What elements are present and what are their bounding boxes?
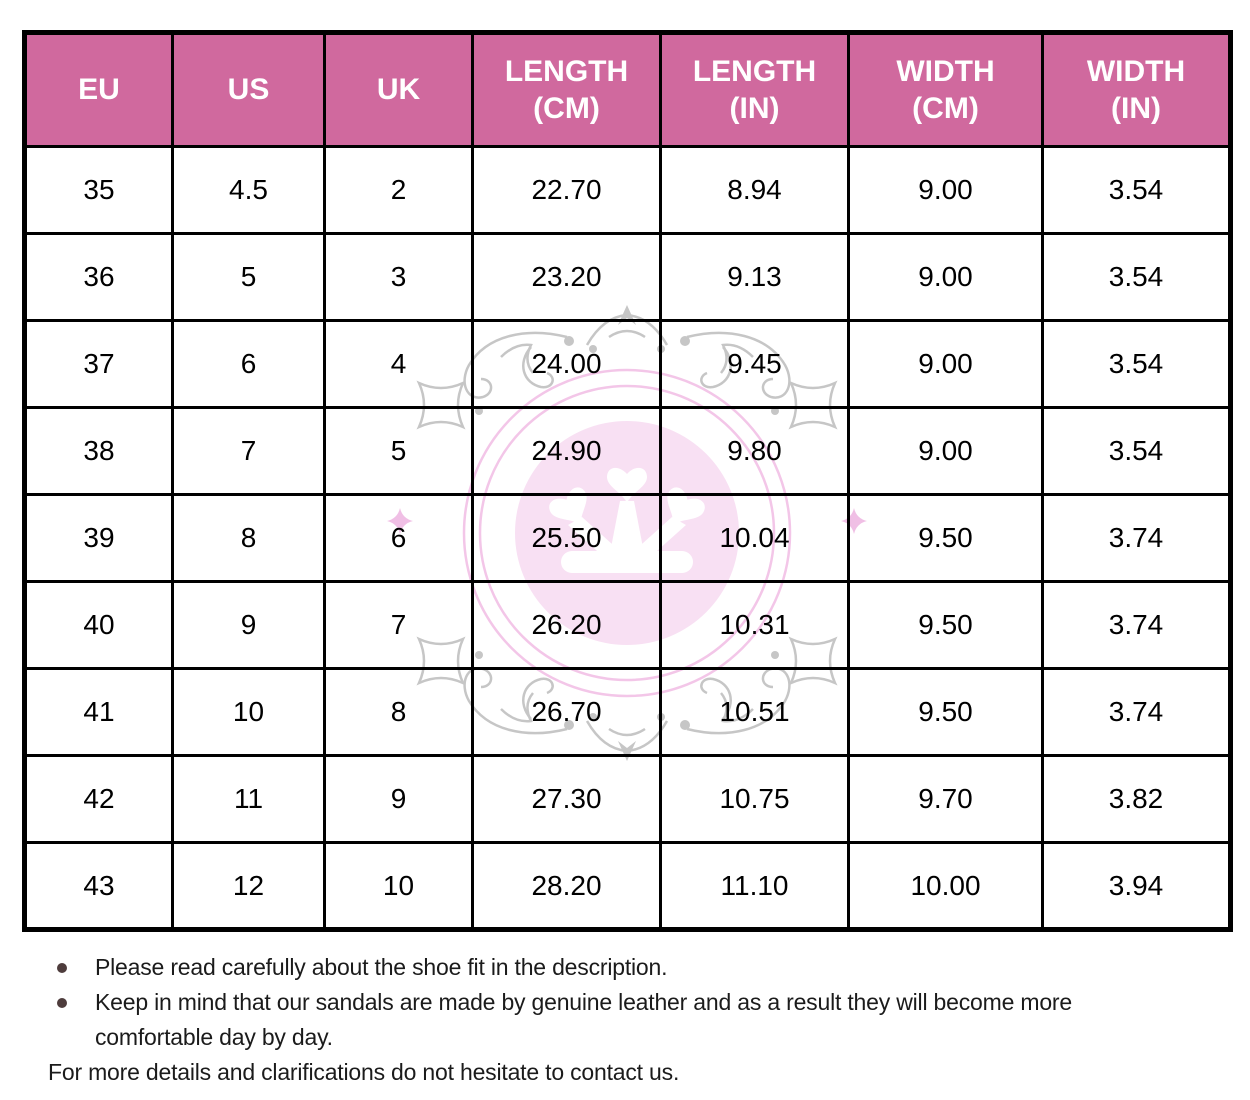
note-item: Keep in mind that our sandals are made b… — [48, 985, 1223, 1055]
cell-length-cm: 28.20 — [471, 841, 662, 931]
column-header-eu: EU — [23, 31, 174, 148]
size-chart-table: EU US UK LENGTH (CM) LENGTH (IN) WIDTH (… — [22, 30, 1233, 932]
bullet-icon — [57, 998, 67, 1008]
table-row: 38 7 5 24.90 9.80 9.00 3.54 — [23, 406, 1232, 496]
cell-us: 8 — [171, 493, 326, 583]
cell-width-cm: 9.00 — [847, 232, 1044, 322]
cell-us: 11 — [171, 754, 326, 844]
cell-width-cm: 9.00 — [847, 319, 1044, 409]
cell-uk: 2 — [323, 145, 474, 235]
cell-width-cm: 9.70 — [847, 754, 1044, 844]
note-line: Please read carefully about the shoe fit… — [95, 954, 668, 980]
cell-width-cm: 9.00 — [847, 406, 1044, 496]
cell-length-cm: 26.70 — [471, 667, 662, 757]
cell-length-in: 9.80 — [659, 406, 850, 496]
cell-width-cm: 9.50 — [847, 580, 1044, 670]
cell-length-in: 11.10 — [659, 841, 850, 931]
column-header-us: US — [171, 31, 326, 148]
column-header-width-in: WIDTH (IN) — [1041, 31, 1232, 148]
cell-width-cm: 9.00 — [847, 145, 1044, 235]
column-header-length-in: LENGTH (IN) — [659, 31, 850, 148]
cell-width-cm: 9.50 — [847, 493, 1044, 583]
bullet-icon — [57, 963, 67, 973]
cell-width-in: 3.74 — [1041, 667, 1232, 757]
cell-length-in: 10.75 — [659, 754, 850, 844]
cell-us: 5 — [171, 232, 326, 322]
cell-width-in: 3.54 — [1041, 145, 1232, 235]
table-row: 40 9 7 26.20 10.31 9.50 3.74 — [23, 580, 1232, 670]
table-row: 43 12 10 28.20 11.10 10.00 3.94 — [23, 841, 1232, 931]
table-row: 42 11 9 27.30 10.75 9.70 3.82 — [23, 754, 1232, 844]
cell-length-cm: 23.20 — [471, 232, 662, 322]
cell-us: 9 — [171, 580, 326, 670]
footer-note: For more details and clarifications do n… — [48, 1059, 680, 1085]
cell-eu: 39 — [23, 493, 174, 583]
cell-eu: 35 — [23, 145, 174, 235]
cell-width-in: 3.74 — [1041, 580, 1232, 670]
cell-eu: 38 — [23, 406, 174, 496]
cell-width-in: 3.54 — [1041, 319, 1232, 409]
cell-uk: 7 — [323, 580, 474, 670]
cell-length-in: 9.45 — [659, 319, 850, 409]
cell-us: 10 — [171, 667, 326, 757]
cell-eu: 40 — [23, 580, 174, 670]
cell-width-cm: 10.00 — [847, 841, 1044, 931]
notes-section: Please read carefully about the shoe fit… — [48, 950, 1223, 1090]
cell-eu: 42 — [23, 754, 174, 844]
cell-width-in: 3.74 — [1041, 493, 1232, 583]
cell-uk: 8 — [323, 667, 474, 757]
cell-eu: 37 — [23, 319, 174, 409]
cell-uk: 4 — [323, 319, 474, 409]
cell-length-cm: 22.70 — [471, 145, 662, 235]
cell-width-in: 3.94 — [1041, 841, 1232, 931]
cell-length-cm: 26.20 — [471, 580, 662, 670]
cell-eu: 43 — [23, 841, 174, 931]
note-item: Please read carefully about the shoe fit… — [48, 950, 1223, 985]
header-row: EU US UK LENGTH (CM) LENGTH (IN) WIDTH (… — [23, 31, 1232, 148]
cell-width-in: 3.54 — [1041, 232, 1232, 322]
cell-length-cm: 25.50 — [471, 493, 662, 583]
cell-uk: 10 — [323, 841, 474, 931]
cell-uk: 5 — [323, 406, 474, 496]
cell-us: 12 — [171, 841, 326, 931]
table-row: 35 4.5 2 22.70 8.94 9.00 3.54 — [23, 145, 1232, 235]
cell-uk: 9 — [323, 754, 474, 844]
cell-length-in: 10.51 — [659, 667, 850, 757]
cell-length-cm: 24.00 — [471, 319, 662, 409]
cell-uk: 6 — [323, 493, 474, 583]
cell-eu: 41 — [23, 667, 174, 757]
column-header-length-cm: LENGTH (CM) — [471, 31, 662, 148]
cell-us: 7 — [171, 406, 326, 496]
cell-length-cm: 24.90 — [471, 406, 662, 496]
cell-us: 4.5 — [171, 145, 326, 235]
table-row: 37 6 4 24.00 9.45 9.00 3.54 — [23, 319, 1232, 409]
cell-uk: 3 — [323, 232, 474, 322]
cell-us: 6 — [171, 319, 326, 409]
note-line: Keep in mind that our sandals are made b… — [95, 989, 1072, 1015]
column-header-uk: UK — [323, 31, 474, 148]
cell-width-in: 3.54 — [1041, 406, 1232, 496]
cell-width-in: 3.82 — [1041, 754, 1232, 844]
column-header-width-cm: WIDTH (CM) — [847, 31, 1044, 148]
table-row: 41 10 8 26.70 10.51 9.50 3.74 — [23, 667, 1232, 757]
table-row: 39 8 6 25.50 10.04 9.50 3.74 — [23, 493, 1232, 583]
cell-length-in: 10.04 — [659, 493, 850, 583]
note-line: comfortable day by day. — [95, 1024, 333, 1050]
cell-eu: 36 — [23, 232, 174, 322]
cell-length-cm: 27.30 — [471, 754, 662, 844]
cell-width-cm: 9.50 — [847, 667, 1044, 757]
table-row: 36 5 3 23.20 9.13 9.00 3.54 — [23, 232, 1232, 322]
cell-length-in: 8.94 — [659, 145, 850, 235]
cell-length-in: 10.31 — [659, 580, 850, 670]
cell-length-in: 9.13 — [659, 232, 850, 322]
